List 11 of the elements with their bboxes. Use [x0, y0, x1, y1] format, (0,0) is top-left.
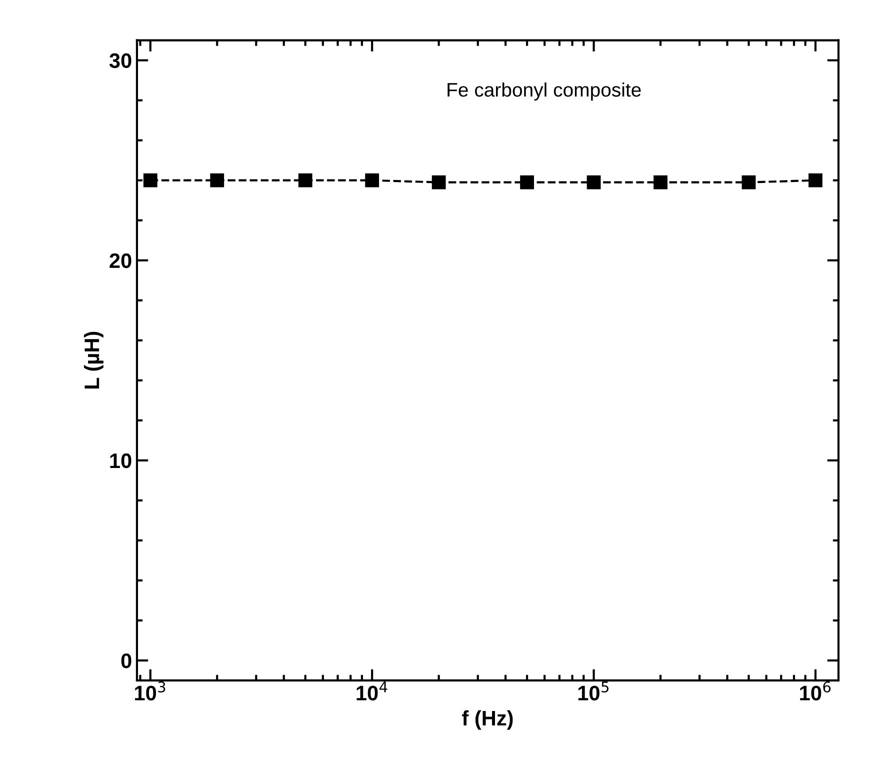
- x-axis-title: f (Hz): [462, 710, 513, 730]
- annotation: Fe carbonyl composite: [448, 82, 641, 101]
- x-tick-label: 10$^{5}$: [578, 682, 608, 700]
- y-axis-title: L (µH): [84, 332, 104, 389]
- y-tick-label: 10: [110, 453, 132, 468]
- x-tick-label: 10$^{3}$: [135, 681, 166, 700]
- y-tick-label: 30: [109, 53, 132, 68]
- y-tick-label: 20: [110, 253, 132, 268]
- x-tick-label: 10$^{4}$: [356, 682, 388, 700]
- x-tick-label: 10$^{6}$: [800, 681, 831, 700]
- y-tick-label: 0: [121, 653, 132, 668]
